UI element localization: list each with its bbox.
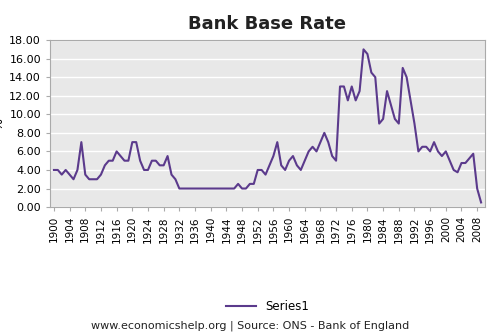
Series1 (454, 170, 460, 174)
Series1 (352, 99, 358, 103)
Series1 (258, 168, 264, 172)
Text: www.economicshelp.org | Source: ONS - Bank of England: www.economicshelp.org | Source: ONS - Ba… (91, 320, 409, 331)
Legend: Series1: Series1 (222, 296, 314, 318)
Series1 (51, 168, 57, 172)
Y-axis label: %: % (0, 118, 5, 130)
Series1 (247, 182, 253, 186)
Title: Bank Base Rate: Bank Base Rate (188, 15, 346, 33)
Series1 (470, 152, 476, 156)
Series1 (478, 200, 484, 204)
Series1 (176, 186, 182, 190)
Line: Series1: Series1 (54, 49, 481, 202)
Series1 (360, 47, 366, 51)
